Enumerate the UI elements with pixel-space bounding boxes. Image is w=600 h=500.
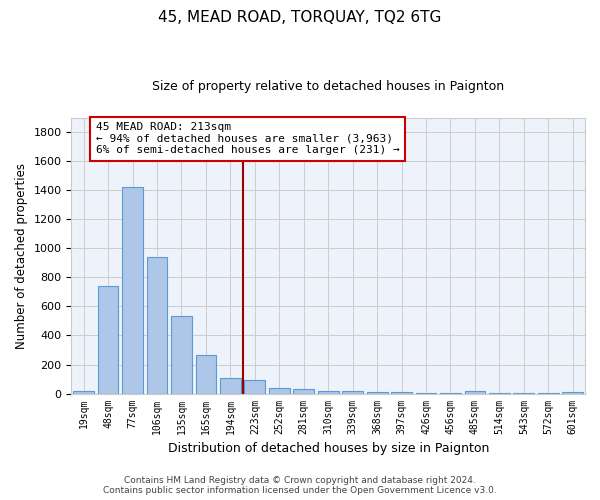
Bar: [269, 388, 290, 394]
Text: Contains HM Land Registry data © Crown copyright and database right 2024.
Contai: Contains HM Land Registry data © Crown c…: [103, 476, 497, 495]
Title: Size of property relative to detached houses in Paignton: Size of property relative to detached ho…: [152, 80, 504, 93]
Bar: [220, 378, 241, 394]
Bar: [391, 392, 412, 394]
Bar: [196, 355, 217, 394]
Bar: [146, 257, 167, 394]
Y-axis label: Number of detached properties: Number of detached properties: [15, 162, 28, 348]
Bar: [244, 380, 265, 394]
Bar: [464, 392, 485, 394]
Bar: [122, 188, 143, 394]
Text: 45 MEAD ROAD: 213sqm
← 94% of detached houses are smaller (3,963)
6% of semi-det: 45 MEAD ROAD: 213sqm ← 94% of detached h…: [96, 122, 400, 156]
Bar: [367, 392, 388, 394]
Bar: [562, 392, 583, 394]
Bar: [73, 390, 94, 394]
Bar: [98, 286, 118, 394]
Bar: [171, 316, 192, 394]
Bar: [416, 393, 436, 394]
Text: 45, MEAD ROAD, TORQUAY, TQ2 6TG: 45, MEAD ROAD, TORQUAY, TQ2 6TG: [158, 10, 442, 25]
Bar: [318, 390, 338, 394]
Bar: [342, 392, 363, 394]
Bar: [440, 393, 461, 394]
X-axis label: Distribution of detached houses by size in Paignton: Distribution of detached houses by size …: [167, 442, 489, 455]
Bar: [293, 389, 314, 394]
